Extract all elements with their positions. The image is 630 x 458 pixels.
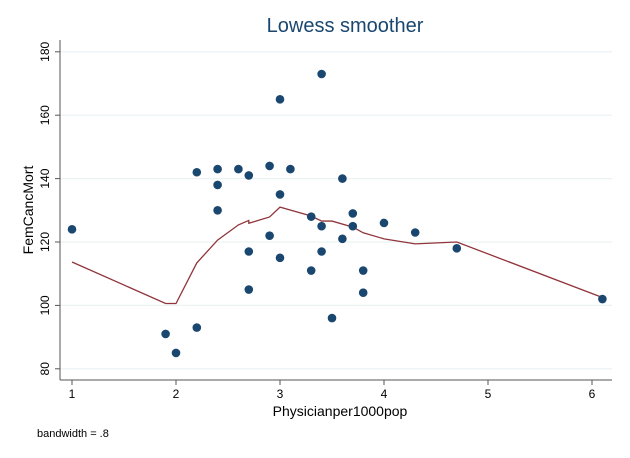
data-point [317, 221, 326, 231]
data-point [410, 228, 420, 237]
data-point [171, 348, 181, 358]
data-point [244, 285, 254, 294]
data-point [192, 323, 202, 332]
data-point [265, 231, 274, 240]
data-point [234, 164, 243, 174]
data-point [192, 167, 202, 177]
data-point [265, 161, 274, 171]
data-point [213, 180, 222, 190]
y-tick-label: 140 [38, 168, 52, 188]
x-tick-label: 4 [381, 387, 388, 401]
data-point [244, 171, 254, 180]
data-point [348, 221, 358, 231]
data-point [306, 212, 316, 221]
data-point [358, 266, 368, 275]
y-tick-label: 100 [38, 295, 52, 315]
x-axis-label: Physicianper1000pop [273, 403, 408, 419]
data-point [358, 288, 368, 298]
data-point [379, 218, 389, 228]
data-point [452, 244, 462, 253]
data-point [317, 69, 326, 79]
bandwidth-note: bandwidth = .8 [37, 428, 109, 440]
lowess-line [71, 206, 603, 305]
data-point [348, 209, 358, 218]
y-tick-label: 80 [38, 362, 52, 376]
x-tick-label: 1 [69, 387, 76, 401]
data-point [275, 190, 285, 199]
data-point [306, 266, 316, 275]
y-tick-label: 160 [38, 105, 52, 125]
data-point [275, 253, 285, 263]
data-point [338, 174, 347, 183]
y-axis-label: FemCancMort [20, 166, 36, 255]
data-point [338, 234, 347, 244]
y-tick-label: 120 [38, 232, 52, 252]
x-tick-label: 2 [173, 387, 180, 401]
y-tick-label: 180 [38, 41, 52, 61]
chart-title: Lowess smoother [267, 15, 424, 37]
x-tick-label: 6 [589, 387, 596, 401]
data-point [598, 294, 607, 304]
data-point [67, 225, 77, 234]
data-point [213, 206, 222, 215]
data-point [327, 313, 337, 323]
data-point [286, 164, 295, 174]
data-point [317, 247, 326, 256]
x-tick-label: 5 [485, 387, 492, 401]
data-point [244, 247, 254, 256]
data-point [213, 164, 222, 174]
data-point [275, 95, 285, 104]
data-point [161, 329, 170, 339]
x-tick-label: 3 [277, 387, 284, 401]
